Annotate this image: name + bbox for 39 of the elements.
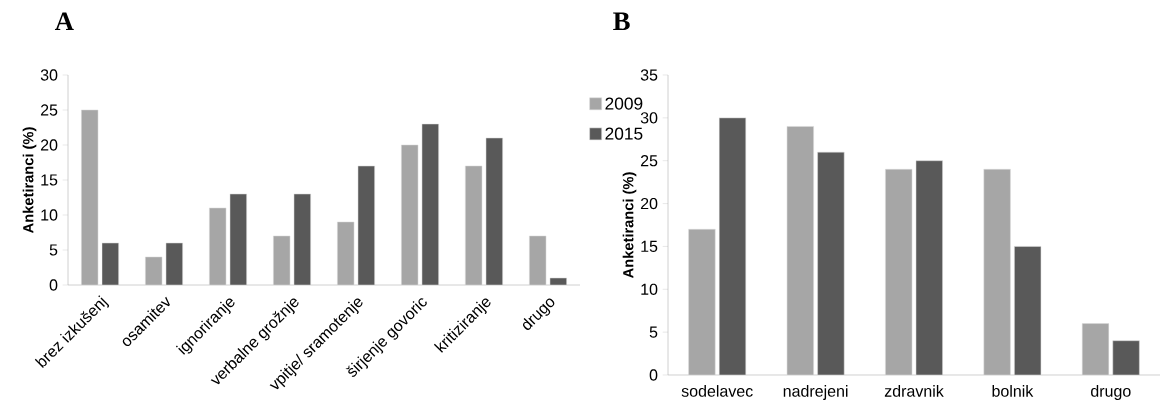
x-tick-label: nadrejeni [783,385,848,400]
y-tick-label: 25 [40,104,58,116]
y-tick-label: 10 [641,283,658,295]
y-tick-label: 15 [641,240,658,252]
y-tick-label: 0 [49,279,58,291]
bar [229,193,247,285]
y-tick-label: 15 [41,174,58,186]
bar [817,151,845,375]
y-tick-label: 25 [640,155,658,167]
y-axis-title: Anketiranci (%) [22,127,37,234]
y-axis-title: Anketiranci (%) [622,172,637,279]
y-tick-label: 20 [40,139,58,151]
bar [718,117,747,375]
y-tick-label: 35 [640,69,658,81]
bar [357,165,375,285]
chart-title: B [613,12,630,31]
bar [101,242,119,285]
x-tick-label: zdravnik [884,385,944,397]
bar [485,137,503,285]
x-tick-label: sodelavec [681,385,753,397]
y-tick-label: 0 [649,369,658,381]
bar [421,123,439,285]
y-tick-label: 5 [49,244,58,256]
bar [549,277,567,285]
bar [1014,246,1042,375]
bar [165,242,183,285]
y-tick-label: 30 [640,112,658,124]
bar [293,193,311,285]
chart-title: A [54,12,74,30]
legend-label: 2015 [605,127,643,140]
y-tick-label: 20 [640,197,658,210]
bar [915,160,943,375]
y-tick-label: 5 [649,326,658,338]
bar [1112,340,1140,375]
x-tick-label: drugo [1091,385,1131,400]
legend-label: 2009 [605,97,643,110]
y-tick-label: 10 [41,209,58,221]
y-tick-label: 30 [40,69,58,81]
x-tick-label: bolnik [992,385,1034,397]
